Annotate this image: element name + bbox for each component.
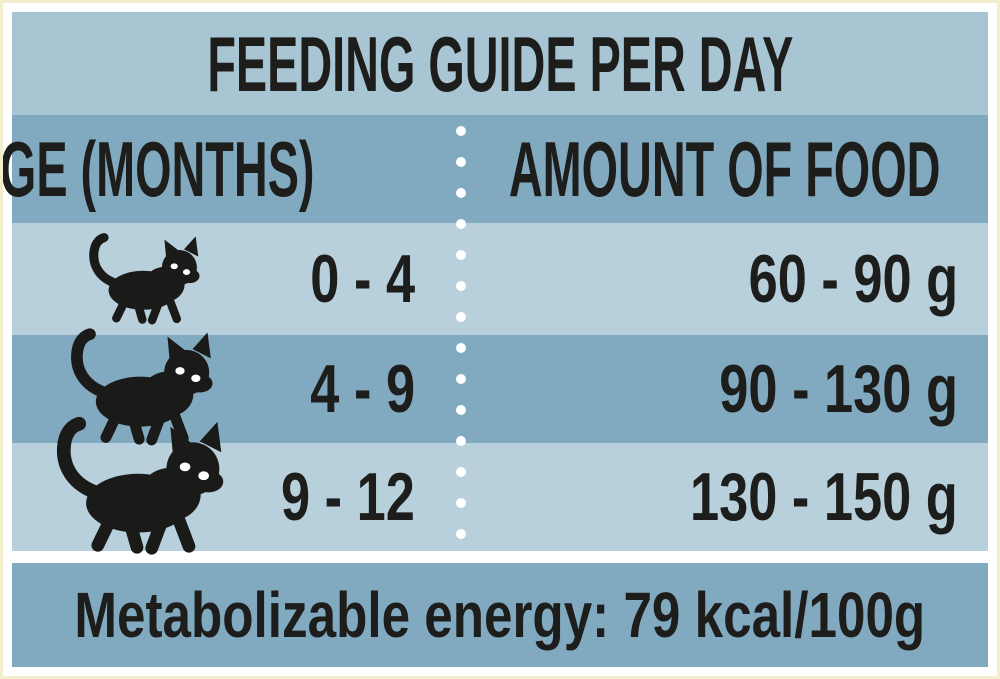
header-cell-amount: AMOUNT OF FOOD (365, 125, 997, 213)
age-cell: 4 - 9 (12, 335, 461, 443)
age-value: 4 - 9 (310, 351, 415, 427)
age-cell: 0 - 4 (12, 223, 461, 335)
white-divider (12, 551, 988, 563)
header-cell-age: AGE (MONTHS) (0, 125, 365, 213)
metabolizable-energy-text: Metabolizable energy: 79 kcal/100g (74, 579, 926, 651)
column-header-age: AGE (MONTHS) (0, 125, 315, 213)
title-band: FEEDING GUIDE PER DAY (12, 12, 988, 115)
column-separator-dotted-line (456, 126, 466, 551)
amount-value: 60 - 90 g (748, 241, 958, 317)
column-header-amount: AMOUNT OF FOOD (508, 125, 941, 213)
footer-band: Metabolizable energy: 79 kcal/100g (12, 563, 988, 667)
kitten-icon (78, 230, 208, 328)
page-title: FEEDING GUIDE PER DAY (207, 19, 793, 108)
amount-cell: 60 - 90 g (461, 223, 988, 335)
label-content: FEEDING GUIDE PER DAY AGE (MONTHS) AMOUN… (3, 12, 988, 667)
amount-cell: 90 - 130 g (461, 335, 988, 443)
amount-cell: 130 - 150 g (461, 443, 988, 551)
amount-value: 90 - 130 g (719, 351, 958, 427)
table-header-row: AGE (MONTHS) AMOUNT OF FOOD (3, 115, 988, 223)
amount-value: 130 - 150 g (690, 459, 958, 535)
age-value: 9 - 12 (281, 459, 415, 535)
adult-cat-icon (40, 405, 236, 560)
age-value: 0 - 4 (310, 241, 415, 317)
feeding-table: AGE (MONTHS) AMOUNT OF FOOD 0 - 4 60 - 9… (3, 115, 988, 551)
age-cell: 9 - 12 (12, 443, 461, 551)
